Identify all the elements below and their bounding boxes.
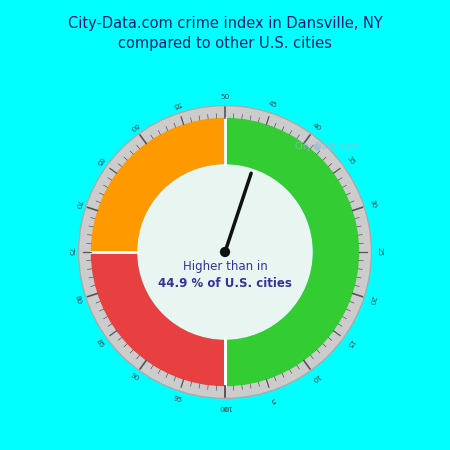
Text: 65: 65 (94, 155, 105, 166)
Circle shape (137, 164, 313, 340)
Text: Higher than in: Higher than in (183, 260, 267, 273)
Text: 20: 20 (368, 295, 377, 305)
Text: 35: 35 (345, 155, 356, 166)
Text: 85: 85 (94, 338, 105, 349)
Text: 60: 60 (128, 122, 140, 132)
Text: 75: 75 (67, 248, 73, 256)
Text: 50: 50 (220, 94, 230, 100)
Wedge shape (225, 118, 359, 386)
Text: 55: 55 (172, 100, 182, 109)
Text: City-Data.com: City-Data.com (295, 142, 359, 151)
Text: 40: 40 (310, 122, 322, 132)
Text: 70: 70 (73, 199, 82, 209)
Wedge shape (79, 106, 371, 398)
Text: 80: 80 (73, 295, 82, 305)
Text: 95: 95 (172, 395, 182, 404)
Text: ●: ● (313, 142, 321, 152)
Text: 25: 25 (377, 248, 383, 256)
Text: 90: 90 (128, 372, 140, 382)
Text: 45: 45 (268, 100, 278, 109)
Text: 44.9 % of U.S. cities: 44.9 % of U.S. cities (158, 277, 292, 290)
Wedge shape (91, 118, 225, 252)
Text: 30: 30 (368, 199, 377, 209)
Text: 15: 15 (345, 338, 356, 349)
Text: 100: 100 (218, 404, 232, 410)
Text: 5: 5 (270, 396, 276, 403)
Text: 0: 0 (223, 404, 227, 410)
Circle shape (220, 247, 230, 257)
Wedge shape (91, 252, 225, 386)
Text: City-Data.com crime index in Dansville, NY
compared to other U.S. cities: City-Data.com crime index in Dansville, … (68, 16, 382, 50)
Text: 10: 10 (310, 372, 322, 382)
